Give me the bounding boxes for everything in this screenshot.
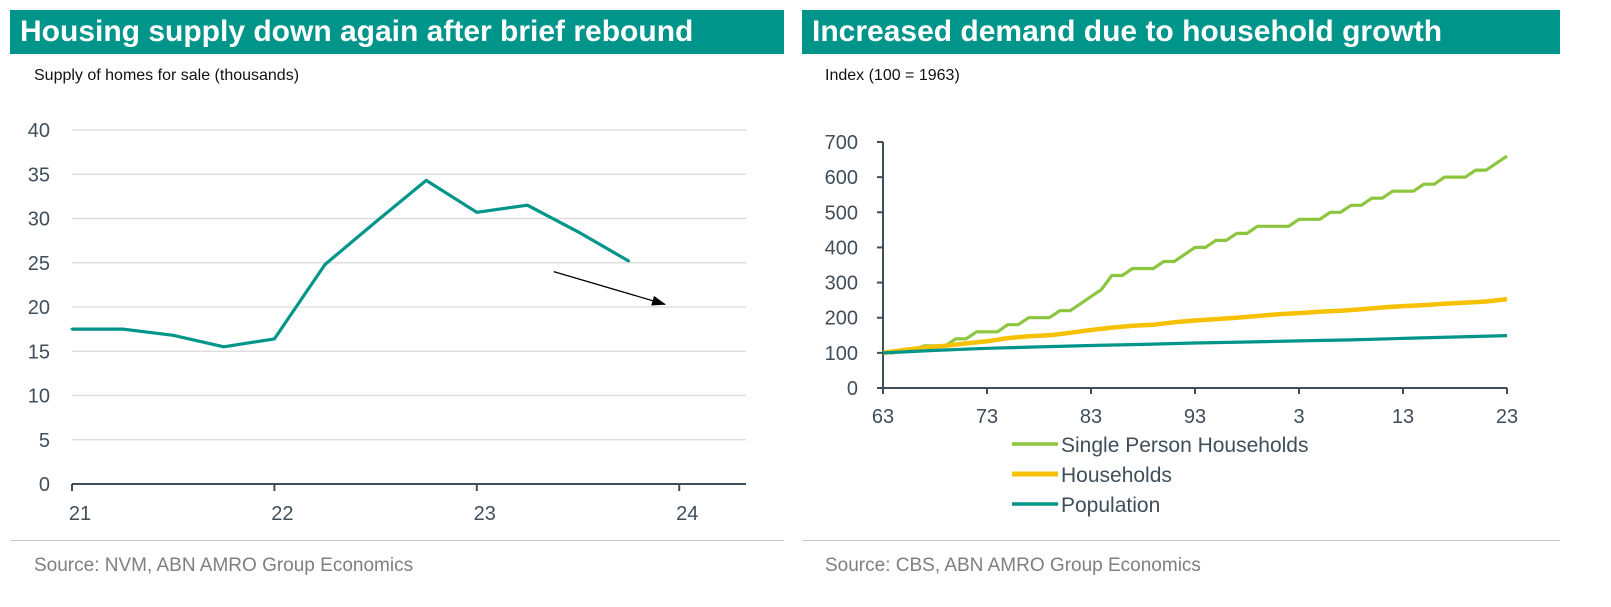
divider (10, 540, 784, 541)
y-tick-label: 15 (28, 341, 50, 363)
chart-title: Housing supply down again after brief re… (10, 10, 784, 54)
data-point (171, 333, 175, 337)
right-chart-panel: Increased demand due to household growth… (790, 0, 1611, 607)
x-tick-label: 93 (1184, 406, 1206, 428)
x-tick-label: 63 (872, 406, 894, 428)
chart-subtitle: Supply of homes for sale (thousands) (34, 67, 300, 84)
source-note: Source: NVM, ABN AMRO Group Economics (34, 555, 414, 576)
x-tick-label: 21 (69, 503, 91, 525)
data-point (273, 337, 276, 341)
y-tick-label: 30 (28, 209, 50, 231)
x-tick-label: 83 (1080, 406, 1102, 428)
y-tick-label: 0 (39, 474, 50, 496)
x-tick-label: 24 (676, 503, 698, 525)
y-tick-label: 10 (28, 386, 50, 408)
y-tick-label: 400 (825, 237, 858, 259)
data-point (424, 179, 428, 182)
x-tick-label: 23 (474, 503, 496, 525)
legend-label: Single Person Households (1061, 434, 1309, 457)
y-tick-label: 20 (28, 297, 50, 319)
x-tick-label: 22 (271, 503, 293, 525)
data-point (121, 327, 125, 331)
data-point (323, 263, 327, 266)
y-tick-label: 100 (825, 343, 858, 365)
y-tick-label: 40 (28, 120, 50, 142)
x-tick-label: 3 (1293, 406, 1304, 428)
data-point (526, 203, 529, 207)
data-point (627, 259, 631, 263)
right-chart-svg: 0 100 200 300 400 500 600 700 63 73 83 93 3 13 23 Singl… (825, 132, 1519, 517)
y-tick-label: 500 (825, 202, 858, 224)
series-line-households (882, 296, 1508, 356)
series-line-population (882, 334, 1508, 355)
y-tick-label: 300 (825, 273, 858, 295)
data-point (70, 327, 74, 331)
left-chart-svg: 0 5 10 15 20 25 30 35 40 21 22 23 24 (28, 120, 746, 525)
legend-label: Households (1061, 464, 1172, 487)
series-line-supply (72, 178, 630, 349)
y-tick-label: 5 (39, 430, 50, 452)
divider (802, 540, 1560, 541)
y-tick-label: 200 (825, 308, 858, 330)
x-tick-label: 13 (1392, 406, 1414, 428)
y-tick-label: 0 (847, 378, 858, 400)
data-point (374, 220, 378, 224)
trend-arrow (553, 270, 666, 306)
source-note: Source: CBS, ABN AMRO Group Economics (825, 555, 1201, 576)
chart-title: Increased demand due to household growth (802, 10, 1560, 54)
legend-label: Population (1061, 494, 1160, 517)
y-tick-label: 700 (825, 132, 858, 154)
y-tick-label: 25 (28, 253, 50, 275)
left-chart-panel: Housing supply down again after brief re… (0, 0, 790, 607)
x-tick-label: 23 (1496, 406, 1518, 428)
data-point (475, 210, 479, 214)
chart-subtitle: Index (100 = 1963) (825, 67, 960, 84)
data-point (222, 345, 226, 349)
y-tick-label: 600 (825, 167, 858, 189)
data-point (576, 230, 580, 234)
x-tick-label: 73 (976, 406, 998, 428)
y-tick-label: 35 (28, 164, 50, 186)
series-line-single-person-households (883, 154, 1508, 355)
